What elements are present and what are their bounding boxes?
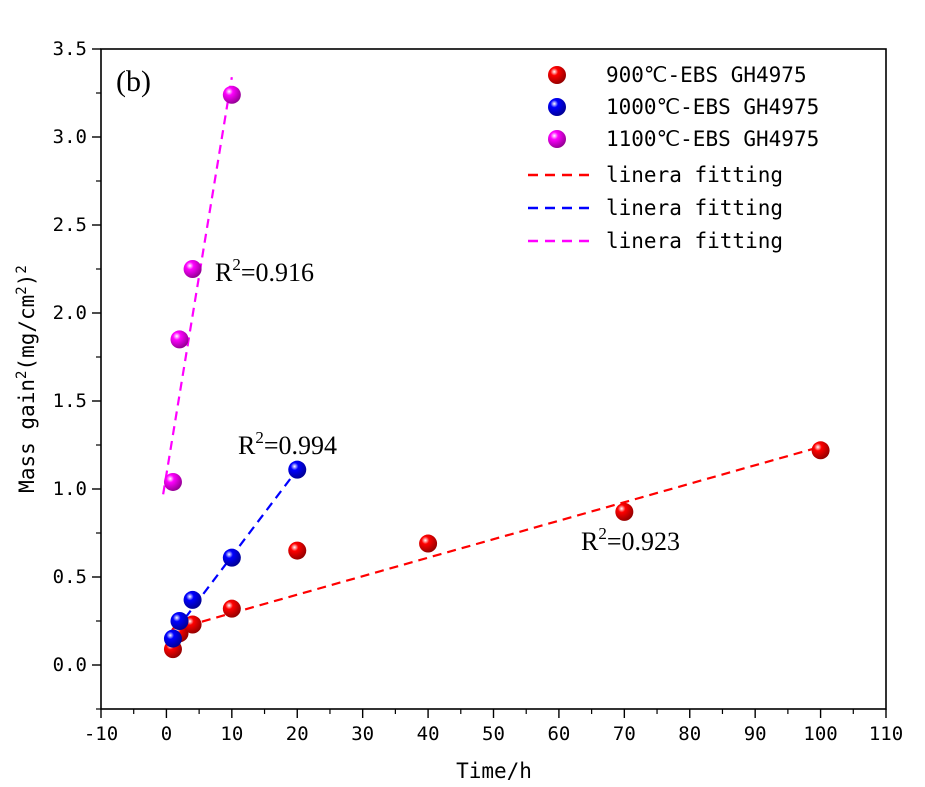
data-point	[222, 548, 241, 567]
y-tick-label: 2.5	[53, 214, 87, 236]
x-tick-label: 110	[869, 723, 903, 745]
y-axis-title-main: Mass gain	[15, 379, 39, 493]
data-point	[811, 441, 830, 460]
x-tick-label: 10	[220, 723, 243, 745]
data-point	[288, 541, 307, 560]
y-tick-label: 0.0	[53, 654, 87, 676]
y-tick-label: 0.5	[53, 566, 87, 588]
legend: 900℃-EBS GH4975 1000℃-EBS GH4975 1100℃-E…	[528, 63, 819, 253]
x-axis-title: Time/h	[456, 759, 532, 783]
r2-annotation-1000: R2=0.994	[238, 428, 337, 460]
data-point	[183, 590, 202, 609]
legend-label-fit-1000: linera fitting	[606, 196, 783, 220]
fit-line-0	[172, 445, 821, 631]
y-axis-title-sup-1: 2	[14, 371, 30, 379]
data-point	[170, 612, 189, 630]
legend-label-fit-900: linera fitting	[606, 163, 783, 187]
panel-label: (b)	[116, 65, 151, 98]
y-axis-title-sup-3: 2	[14, 265, 30, 273]
legend-marker-900	[548, 66, 566, 84]
legend-label-fit-1100: linera fitting	[606, 229, 783, 253]
y-tick-label: 3.0	[53, 126, 87, 148]
legend-label-900: 900℃-EBS GH4975	[606, 63, 807, 87]
fit-line-2	[162, 76, 233, 495]
x-tick-label: 80	[678, 723, 701, 745]
x-tick-label: 70	[613, 723, 636, 745]
y-tick-label: 1.5	[53, 390, 87, 412]
data-point	[222, 85, 241, 104]
data-points	[163, 85, 830, 659]
x-tick-label: -10	[84, 723, 118, 745]
y-tick-label: 1.0	[53, 478, 87, 500]
r2-annotation-1100: R2=0.916	[215, 255, 314, 287]
y-axis-title-close: )	[15, 274, 39, 287]
data-point	[419, 534, 438, 553]
x-tick-label: 0	[161, 723, 172, 745]
x-tick-label: 60	[547, 723, 570, 745]
legend-marker-1100	[548, 130, 566, 148]
data-point	[222, 599, 241, 618]
data-point	[163, 472, 182, 491]
x-tick-label: 90	[744, 723, 767, 745]
x-tick-label: 30	[351, 723, 374, 745]
data-point	[288, 460, 307, 479]
data-point	[163, 629, 182, 648]
y-axis-title-sup-2: 2	[14, 286, 30, 294]
axes: -10 0 10 20 30 40 50 60 70 80 90 100 110 0.0 0.5 1.0 1.5…	[53, 38, 903, 745]
y-tick-label: 2.0	[53, 302, 87, 324]
fit-lines	[162, 76, 821, 631]
legend-marker-1000	[548, 98, 566, 116]
x-tick-label: 20	[286, 723, 309, 745]
data-point	[615, 502, 634, 521]
r2-annotation-900: R2=0.923	[581, 524, 680, 556]
legend-label-1000: 1000℃-EBS GH4975	[606, 95, 819, 119]
y-tick-label: 3.5	[53, 38, 87, 60]
data-point	[183, 260, 202, 278]
y-axis-title-unit: (mg/cm	[15, 295, 39, 371]
data-point	[170, 330, 189, 349]
x-tick-label: 100	[803, 723, 837, 745]
y-axis-title: Mass gain2(mg/cm2)2	[14, 265, 39, 493]
x-tick-label: 40	[417, 723, 440, 745]
legend-label-1100: 1100℃-EBS GH4975	[606, 127, 819, 151]
x-tick-label: 50	[482, 723, 505, 745]
